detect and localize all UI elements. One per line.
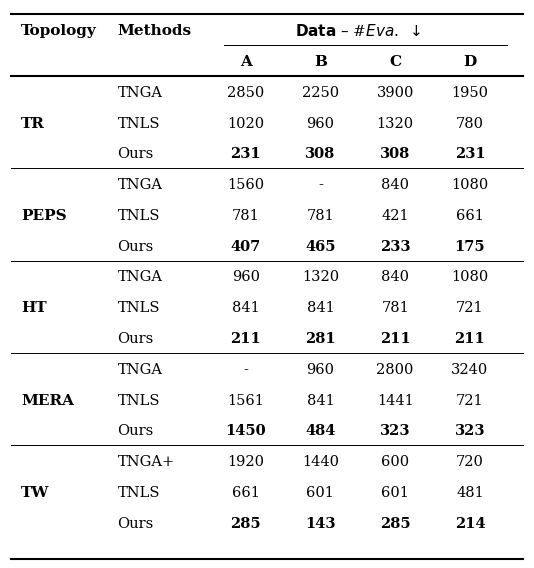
- Text: 421: 421: [381, 209, 409, 223]
- Text: 214: 214: [454, 517, 485, 531]
- Text: HT: HT: [21, 301, 47, 315]
- Text: Ours: Ours: [117, 332, 154, 346]
- Text: 3900: 3900: [376, 86, 414, 100]
- Text: 1561: 1561: [227, 394, 264, 408]
- Text: 1450: 1450: [225, 424, 266, 438]
- Text: TW: TW: [21, 486, 50, 500]
- Text: 780: 780: [456, 116, 484, 131]
- Text: 841: 841: [307, 301, 334, 315]
- Text: 840: 840: [381, 270, 409, 285]
- Text: TNLS: TNLS: [117, 301, 160, 315]
- Text: 2800: 2800: [376, 363, 414, 377]
- Text: 1560: 1560: [227, 178, 264, 192]
- Text: 211: 211: [454, 332, 485, 346]
- Text: 1440: 1440: [302, 455, 339, 469]
- Text: 308: 308: [380, 147, 410, 161]
- Text: 840: 840: [381, 178, 409, 192]
- Text: 1920: 1920: [227, 455, 264, 469]
- Text: C: C: [389, 55, 401, 69]
- Text: TNLS: TNLS: [117, 486, 160, 500]
- Text: 1080: 1080: [451, 270, 489, 285]
- Text: 175: 175: [454, 240, 485, 254]
- Text: TNLS: TNLS: [117, 394, 160, 408]
- Text: TNGA+: TNGA+: [117, 455, 175, 469]
- Text: 1020: 1020: [227, 116, 264, 131]
- Text: 600: 600: [381, 455, 409, 469]
- Text: $\bf{Data}$ – #$\it{Eva.}$ $\downarrow$: $\bf{Data}$ – #$\it{Eva.}$ $\downarrow$: [295, 23, 421, 39]
- Text: 960: 960: [232, 270, 260, 285]
- Text: 231: 231: [454, 147, 485, 161]
- Text: 285: 285: [230, 517, 261, 531]
- Text: 308: 308: [305, 147, 335, 161]
- Text: 231: 231: [230, 147, 261, 161]
- Text: TNGA: TNGA: [117, 178, 162, 192]
- Text: 841: 841: [307, 394, 334, 408]
- Text: 3240: 3240: [451, 363, 489, 377]
- Text: TR: TR: [21, 116, 45, 131]
- Text: 481: 481: [456, 486, 484, 500]
- Text: 781: 781: [381, 301, 409, 315]
- Text: TNGA: TNGA: [117, 270, 162, 285]
- Text: Ours: Ours: [117, 517, 154, 531]
- Text: 484: 484: [305, 424, 335, 438]
- Text: PEPS: PEPS: [21, 209, 67, 223]
- Text: Topology: Topology: [21, 24, 97, 38]
- Text: 1080: 1080: [451, 178, 489, 192]
- Text: 781: 781: [232, 209, 260, 223]
- Text: TNLS: TNLS: [117, 209, 160, 223]
- Text: Ours: Ours: [117, 240, 154, 254]
- Text: B: B: [314, 55, 327, 69]
- Text: 661: 661: [456, 209, 484, 223]
- Text: 720: 720: [456, 455, 484, 469]
- Text: MERA: MERA: [21, 394, 74, 408]
- Text: Ours: Ours: [117, 424, 154, 438]
- Text: TNLS: TNLS: [117, 116, 160, 131]
- Text: 285: 285: [380, 517, 411, 531]
- Text: Methods: Methods: [117, 24, 192, 38]
- Text: 233: 233: [380, 240, 411, 254]
- Text: 281: 281: [305, 332, 336, 346]
- Text: 323: 323: [380, 424, 411, 438]
- Text: 1950: 1950: [451, 86, 489, 100]
- Text: 960: 960: [307, 363, 334, 377]
- Text: D: D: [464, 55, 476, 69]
- Text: 2250: 2250: [302, 86, 339, 100]
- Text: 211: 211: [230, 332, 261, 346]
- Text: 2850: 2850: [227, 86, 264, 100]
- Text: 1320: 1320: [302, 270, 339, 285]
- Text: 601: 601: [307, 486, 334, 500]
- Text: 407: 407: [231, 240, 261, 254]
- Text: TNGA: TNGA: [117, 86, 162, 100]
- Text: 960: 960: [307, 116, 334, 131]
- Text: 601: 601: [381, 486, 409, 500]
- Text: 721: 721: [456, 301, 484, 315]
- Text: 781: 781: [307, 209, 334, 223]
- Text: Ours: Ours: [117, 147, 154, 161]
- Text: 841: 841: [232, 301, 260, 315]
- Text: TNGA: TNGA: [117, 363, 162, 377]
- Text: 211: 211: [380, 332, 411, 346]
- Text: -: -: [243, 363, 248, 377]
- Text: 143: 143: [305, 517, 336, 531]
- Text: 323: 323: [454, 424, 485, 438]
- Text: A: A: [240, 55, 252, 69]
- Text: -: -: [318, 178, 323, 192]
- Text: 721: 721: [456, 394, 484, 408]
- Text: 465: 465: [305, 240, 336, 254]
- Text: 1441: 1441: [377, 394, 413, 408]
- Text: 661: 661: [232, 486, 260, 500]
- Text: 1320: 1320: [376, 116, 414, 131]
